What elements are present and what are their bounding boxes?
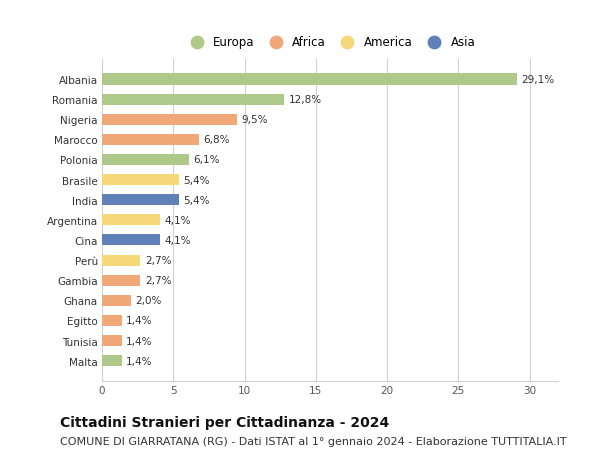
Text: 1,4%: 1,4% [126, 356, 153, 366]
Text: 6,8%: 6,8% [203, 135, 230, 145]
Bar [102, 335, 122, 346]
Text: 6,1%: 6,1% [193, 155, 220, 165]
Text: Cittadini Stranieri per Cittadinanza - 2024: Cittadini Stranieri per Cittadinanza - 2… [60, 415, 389, 429]
Text: 29,1%: 29,1% [521, 75, 554, 85]
Bar [102, 155, 189, 166]
Bar [102, 74, 517, 85]
Text: 9,5%: 9,5% [242, 115, 268, 125]
Bar [102, 355, 122, 366]
Text: 4,1%: 4,1% [164, 235, 191, 246]
Bar [102, 235, 160, 246]
Text: 5,4%: 5,4% [183, 175, 210, 185]
Bar [102, 275, 140, 286]
Text: 2,0%: 2,0% [135, 296, 161, 306]
Text: 5,4%: 5,4% [183, 195, 210, 205]
Text: COMUNE DI GIARRATANA (RG) - Dati ISTAT al 1° gennaio 2024 - Elaborazione TUTTITA: COMUNE DI GIARRATANA (RG) - Dati ISTAT a… [60, 436, 566, 446]
Bar [102, 95, 284, 106]
Text: 4,1%: 4,1% [164, 215, 191, 225]
Bar [102, 174, 179, 186]
Text: 2,7%: 2,7% [145, 275, 171, 285]
Bar [102, 114, 238, 125]
Bar [102, 215, 160, 226]
Text: 2,7%: 2,7% [145, 256, 171, 265]
Text: 1,4%: 1,4% [126, 316, 153, 326]
Bar [102, 195, 179, 206]
Bar [102, 134, 199, 146]
Bar [102, 255, 140, 266]
Legend: Europa, Africa, America, Asia: Europa, Africa, America, Asia [182, 34, 478, 51]
Text: 12,8%: 12,8% [289, 95, 322, 105]
Bar [102, 315, 122, 326]
Bar [102, 295, 131, 306]
Text: 1,4%: 1,4% [126, 336, 153, 346]
